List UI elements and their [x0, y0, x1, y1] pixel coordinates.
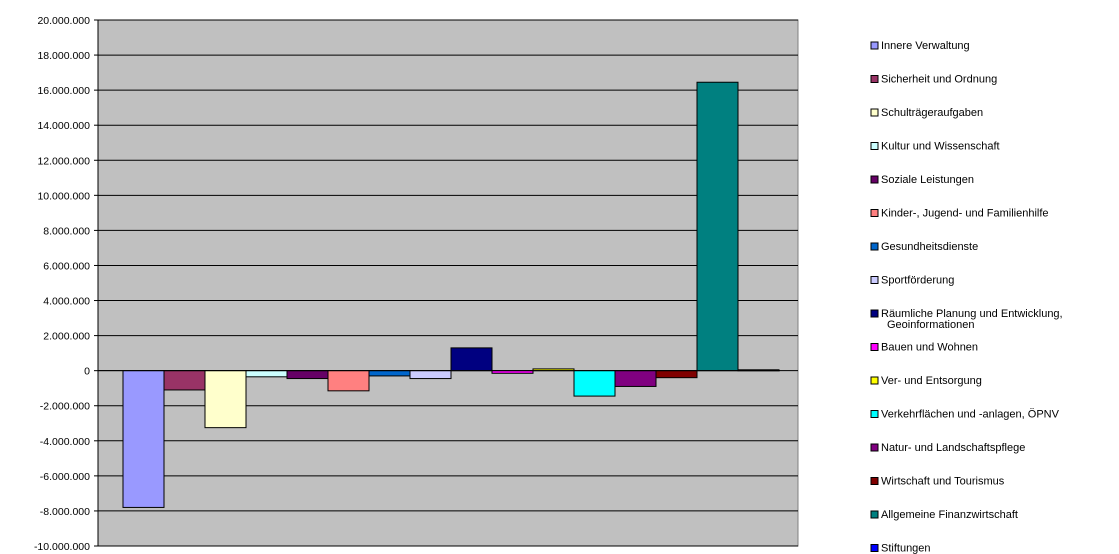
legend-swatch	[870, 108, 879, 117]
y-tick-label: 14.000.000	[37, 120, 90, 132]
bar	[286, 370, 329, 380]
bar	[696, 81, 739, 372]
legend-label: Wirtschaft und Tourismus	[881, 476, 1005, 488]
legend-label-line: Räumliche Planung und Entwicklung,	[881, 308, 1063, 320]
legend: Innere Verwaltung Sicherheit und Ordnung S…	[870, 40, 1063, 554]
legend-swatch	[870, 175, 879, 184]
y-tick-label: -8.000.000	[40, 506, 90, 518]
legend-label: Stiftungen	[881, 543, 931, 554]
legend-label: Räumliche Planung und Entwicklung, Geoinf…	[881, 308, 1063, 331]
legend-label: Innere Verwaltung	[881, 40, 970, 52]
bar	[655, 370, 698, 379]
legend-label: Bauen und Wohnen	[881, 342, 978, 354]
legend-swatch	[870, 276, 879, 284]
legend-label-line: Geoinformationen	[887, 319, 974, 331]
y-tick-label: -4.000.000	[40, 436, 90, 448]
legend-label: Soziale Leistungen	[881, 174, 974, 186]
bar	[450, 347, 493, 372]
legend-swatch	[870, 443, 879, 452]
legend-swatch	[870, 209, 879, 217]
y-tick-label: 8.000.000	[43, 225, 90, 237]
y-tick-label: 4.000.000	[43, 296, 90, 308]
legend-label: Ver- und Entsorgung	[881, 375, 982, 387]
legend-swatch	[870, 142, 879, 150]
legend-label: Allgemeine Finanzwirtschaft	[881, 509, 1018, 521]
bar	[409, 370, 452, 380]
bar	[368, 370, 411, 377]
plot-area	[97, 19, 799, 547]
bar	[573, 370, 616, 397]
y-tick-label: 16.000.000	[37, 85, 90, 97]
y-tick-label: 6.000.000	[43, 260, 90, 272]
legend-swatch	[870, 510, 879, 519]
legend-swatch	[870, 376, 879, 385]
legend-swatch	[870, 544, 879, 552]
bar	[245, 370, 288, 378]
legend-label: Schulträgeraufgaben	[881, 107, 983, 119]
bar	[163, 370, 206, 391]
legend-label: Sportförderung	[881, 275, 954, 287]
y-axis-tick-labels: -10.000.000 -8.000.000 -6.000.000 -4.000.00…	[34, 15, 90, 553]
legend-swatch	[870, 41, 879, 50]
legend-swatch	[870, 75, 879, 83]
y-tick-label: -2.000.000	[40, 401, 90, 413]
legend-label: Verkehrflächen und -anlagen, ÖPNV	[881, 409, 1060, 421]
legend-swatch	[870, 343, 879, 351]
bar	[327, 370, 370, 392]
y-tick-label: 10.000.000	[37, 190, 90, 202]
legend-label: Kinder-, Jugend- und Familienhilfe	[881, 208, 1049, 220]
bar	[614, 370, 657, 387]
y-tick-label: 18.000.000	[37, 50, 90, 62]
y-tick-label: 20.000.000	[37, 15, 90, 27]
legend-swatch	[870, 242, 879, 251]
y-tick-label: 0	[84, 366, 90, 378]
y-tick-label: 12.000.000	[37, 155, 90, 167]
legend-label: Sicherheit und Ordnung	[881, 74, 997, 86]
legend-label: Natur- und Landschaftspflege	[881, 442, 1025, 454]
y-tick-label: -10.000.000	[34, 541, 90, 553]
legend-label: Kultur und Wissenschaft	[881, 141, 1000, 153]
bars	[122, 81, 780, 508]
legend-swatch	[870, 477, 879, 485]
bar	[204, 370, 247, 429]
legend-swatch	[870, 309, 879, 318]
legend-label: Gesundheitsdienste	[881, 241, 978, 253]
y-tick-label: -6.000.000	[40, 471, 90, 483]
legend-swatch	[870, 410, 879, 418]
y-tick-label: 2.000.000	[43, 331, 90, 343]
bar	[122, 370, 165, 508]
